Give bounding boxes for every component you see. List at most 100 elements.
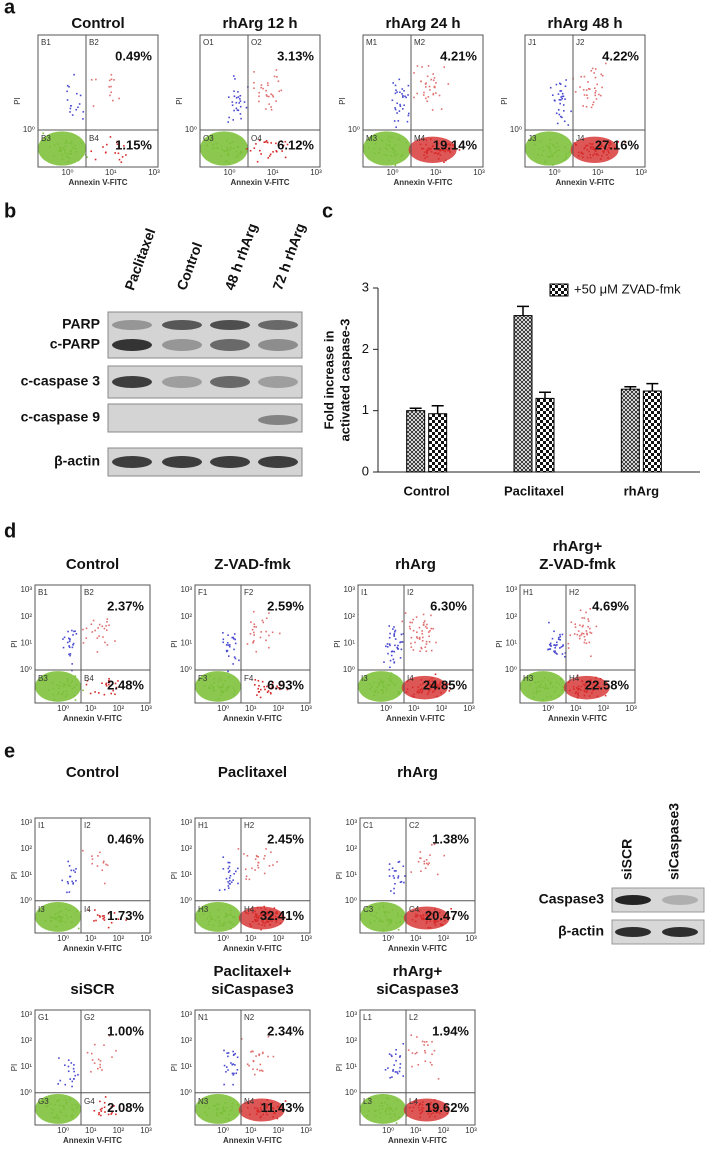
x-tick-label: 10¹ [245,1126,257,1135]
event-dot [387,911,390,913]
event-dot [210,684,213,687]
event-dot [99,1063,101,1066]
event-dot [593,684,596,687]
event-dot [253,81,255,84]
event-dot [410,1034,412,1036]
panel-label: a [4,0,16,18]
event-dot [427,631,430,633]
event-dot [555,644,557,647]
blot-band [662,895,698,905]
event-dot [62,638,64,640]
event-dot [206,917,209,920]
event-dot [276,860,278,863]
x-tick-label: 10⁰ [549,168,561,177]
event-dot [574,626,577,628]
event-dot [422,917,425,919]
event-dot [118,1107,121,1110]
event-dot [47,1099,49,1102]
event-dot [86,679,89,682]
plot-frame [194,584,311,704]
event-dot [212,690,215,692]
x-tick-label: 10⁰ [217,704,229,713]
event-dot [58,685,61,687]
event-dot [212,687,215,689]
x-tick-label: 10⁰ [224,168,236,177]
event-dot [253,1107,256,1109]
event-dot [67,860,70,863]
y-axis-label: PI [335,872,344,880]
event-dot [266,691,269,694]
event-dot [101,915,104,917]
event-dot [228,921,231,923]
event-dot [265,89,267,92]
event-dot [585,630,588,632]
event-dot [592,154,594,157]
event-dot [447,148,450,150]
event-dot [558,149,560,151]
event-dot [386,918,388,921]
x-axis-label: Annexin V-FITC [386,714,445,723]
event-dot [260,1069,263,1072]
event-dot [263,685,266,688]
x-tick-label: 10³ [300,1126,312,1135]
event-dot [444,150,447,153]
event-dot [421,690,424,693]
event-dot [586,633,588,636]
event-dot [100,1110,103,1112]
event-dot [430,627,433,630]
event-dot [100,1114,102,1117]
event-dot [123,145,125,147]
x-tick-label: 10² [273,934,285,943]
y-axis-label: PI [335,1064,344,1072]
quadrant-label: F1 [198,588,208,597]
event-dot [574,692,577,695]
y-tick-label: 10² [180,844,192,853]
event-dot [72,1109,75,1112]
event-dot [230,1062,232,1064]
event-dot [434,673,437,676]
event-dot [98,1113,100,1116]
event-dot [71,114,74,116]
event-dot [258,91,260,94]
event-dot [436,1103,439,1106]
percent-label: 22.58% [585,677,630,692]
event-dot [385,1109,387,1112]
event-dot [74,1074,77,1077]
event-dot [224,1102,227,1104]
event-dot [260,153,262,155]
event-dot [209,687,211,690]
event-dot [449,151,452,154]
event-dot [539,686,542,688]
y-tick-label: 10¹ [20,870,32,879]
event-dot [221,148,223,151]
event-dot [410,642,412,645]
event-dot [237,848,240,850]
event-dot [412,649,415,651]
y-tick-label: 10⁰ [180,1088,192,1097]
event-dot [71,646,74,649]
y-tick-label: 0 [362,463,369,478]
event-dot [229,142,231,144]
plot-frame [194,1009,311,1126]
event-dot [555,681,558,683]
event-dot [419,1102,422,1105]
event-dot [236,1056,239,1059]
event-dot [68,645,70,647]
event-dot [570,110,572,113]
event-dot [270,108,273,111]
event-dot [225,1070,227,1073]
event-dot [594,150,597,152]
event-dot [564,85,567,88]
event-dot [101,1107,103,1110]
event-dot [441,149,444,151]
event-dot [259,912,262,915]
event-dot [98,635,100,637]
event-dot [284,156,287,159]
event-dot [91,858,94,860]
quadrant-label: O4 [251,134,262,143]
event-dot [104,1111,106,1113]
event-dot [67,1065,70,1068]
event-dot [226,1106,228,1109]
event-dot [378,152,380,154]
event-dot [557,638,560,641]
